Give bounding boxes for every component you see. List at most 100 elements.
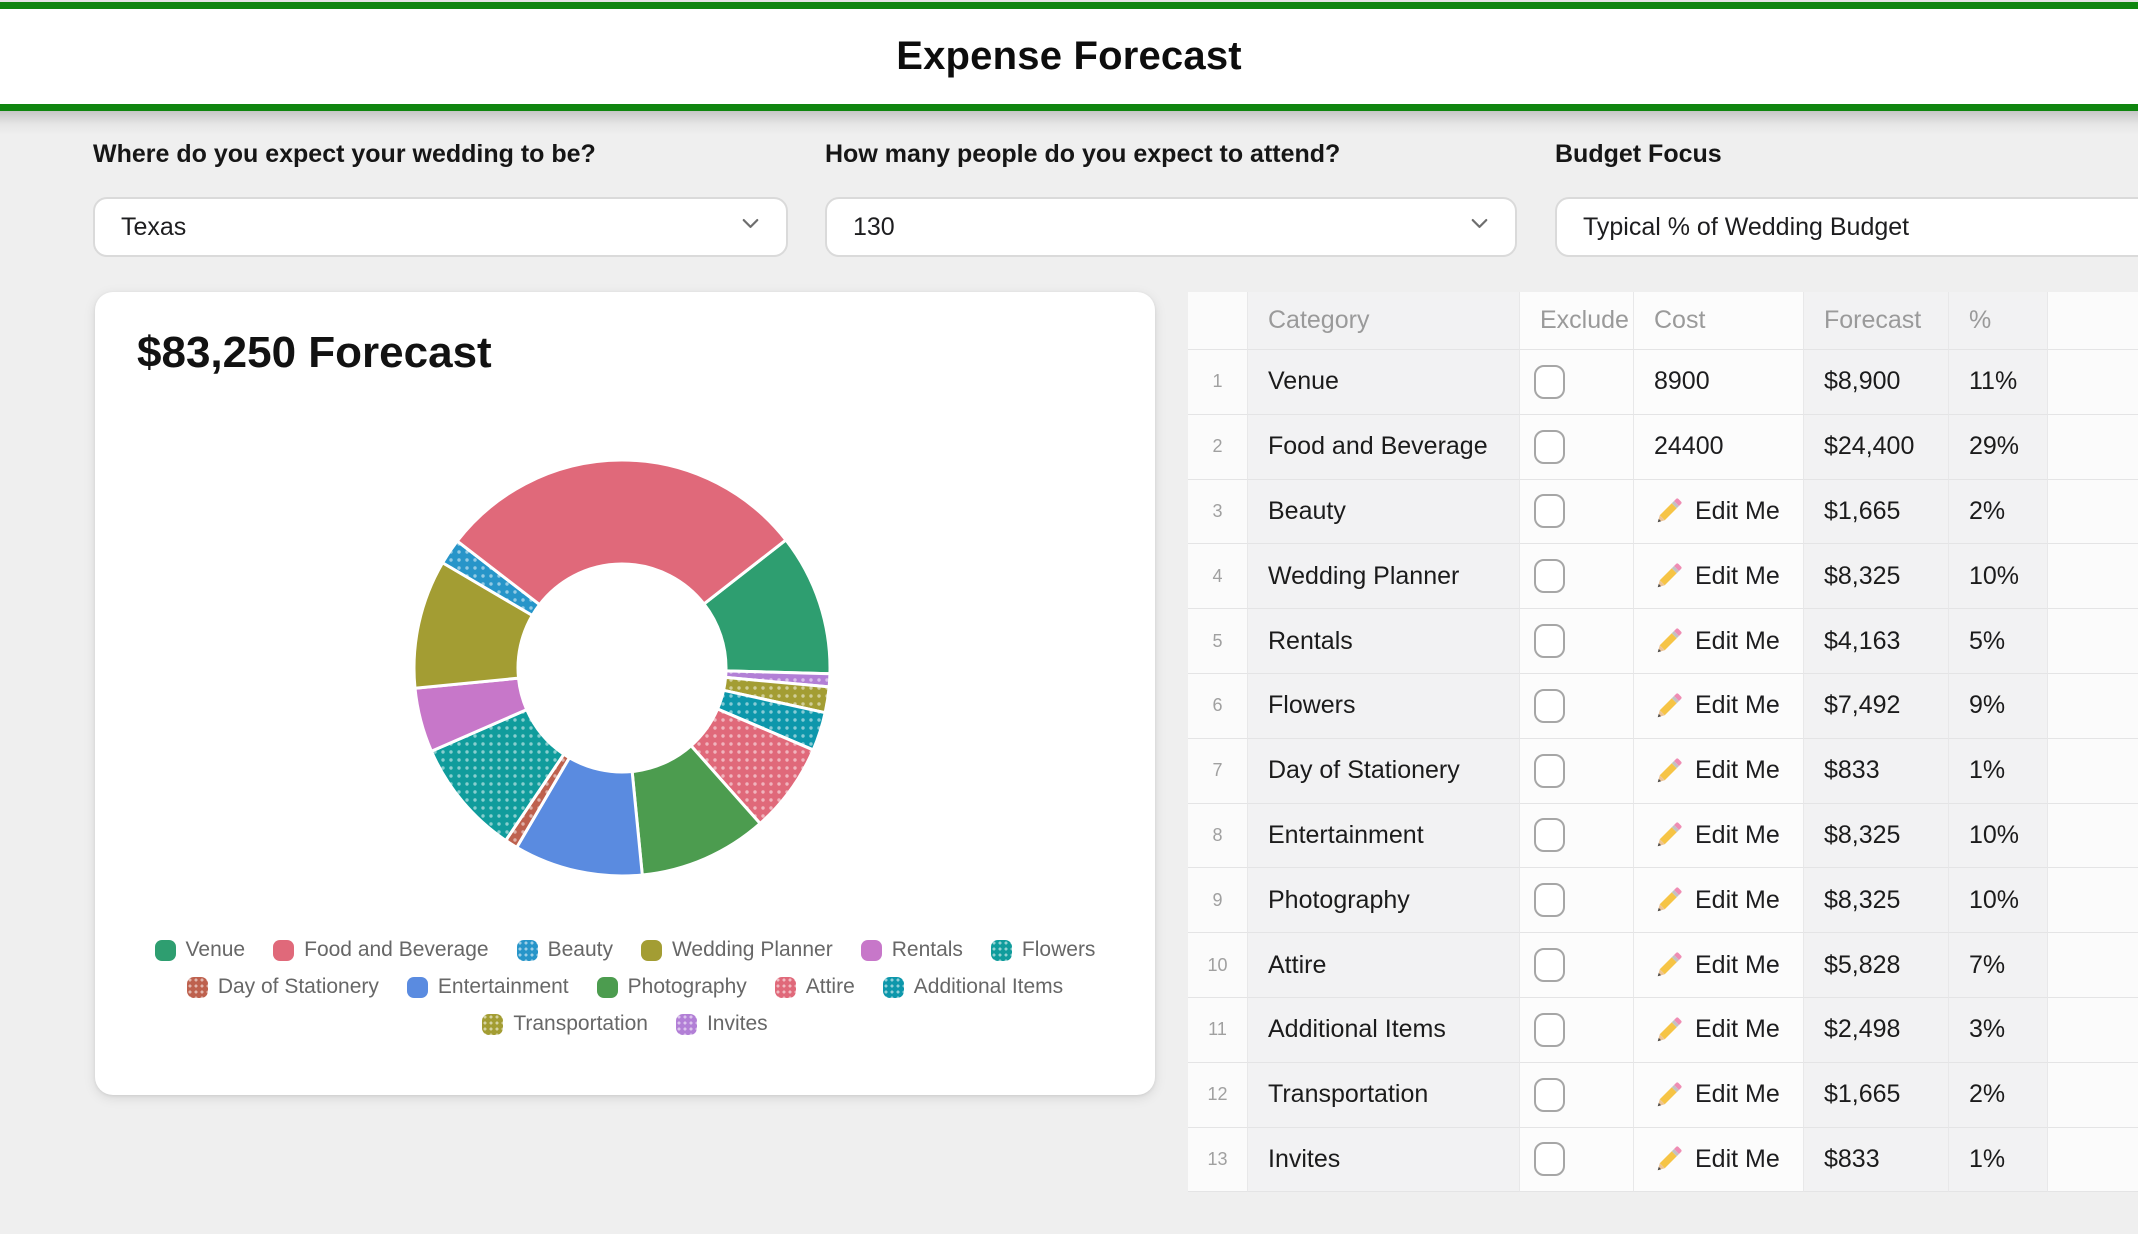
empty-cell — [2048, 609, 2138, 674]
exclude-checkbox[interactable] — [1534, 1077, 1565, 1112]
legend-item-entertainment[interactable]: Entertainment — [406, 975, 569, 999]
forecast-chart-card: $83,250 Forecast Venue Food and Beverage B… — [95, 292, 1155, 1095]
exclude-checkbox[interactable] — [1534, 624, 1565, 659]
top-hairline — [0, 0, 2138, 2]
edit-me-button[interactable]: Edit Me — [1654, 496, 1780, 526]
edit-me-button[interactable]: Edit Me — [1654, 1080, 1780, 1110]
edit-me-button[interactable]: Edit Me — [1654, 691, 1780, 721]
cost-cell[interactable]: Edit Me — [1634, 479, 1804, 545]
legend-label: Photography — [627, 975, 747, 998]
row-number: 2 — [1188, 414, 1248, 480]
donut-segment-pattern — [431, 709, 564, 841]
edit-me-button[interactable]: Edit Me — [1654, 756, 1780, 786]
legend-item-venue[interactable]: Venue — [154, 938, 246, 962]
donut-segment-pattern — [505, 754, 570, 848]
legend-label: Wedding Planner — [671, 938, 833, 961]
percent-cell: 10% — [1949, 868, 2048, 934]
pencil-icon — [1657, 693, 1682, 718]
edit-me-button[interactable]: Edit Me — [1654, 561, 1780, 591]
legend-swatch-icon — [990, 939, 1012, 961]
legend-item-attire[interactable]: Attire — [774, 975, 855, 999]
header-empty — [2048, 292, 2138, 350]
cost-cell[interactable]: Edit Me — [1634, 868, 1804, 934]
cost-cell[interactable]: Edit Me — [1634, 803, 1804, 869]
exclude-checkbox[interactable] — [1534, 818, 1565, 853]
legend-item-invites[interactable]: Invites — [675, 1012, 768, 1036]
edit-me-button[interactable]: Edit Me — [1654, 626, 1780, 656]
legend-item-food-and-beverage[interactable]: Food and Beverage — [273, 938, 489, 962]
forecast-cell: $8,325 — [1804, 868, 1949, 934]
edit-me-button[interactable]: Edit Me — [1654, 885, 1780, 915]
chevron-down-icon — [1466, 210, 1493, 244]
percent-cell: 10% — [1949, 803, 2048, 869]
exclude-cell — [1520, 479, 1634, 545]
cost-cell[interactable]: Edit Me — [1634, 673, 1804, 739]
chart-legend: Venue Food and Beverage Beauty Wedding Plan… — [95, 938, 1155, 1036]
location-value: Texas — [121, 212, 187, 241]
legend-item-additional-items[interactable]: Additional Items — [882, 975, 1064, 999]
cost-cell[interactable]: Edit Me — [1634, 609, 1804, 674]
edit-me-button[interactable]: Edit Me — [1654, 1015, 1780, 1045]
legend-item-rentals[interactable]: Rentals — [860, 938, 963, 962]
pencil-icon — [1657, 887, 1682, 912]
cost-cell[interactable]: Edit Me — [1634, 997, 1804, 1063]
location-select[interactable]: Texas — [93, 197, 788, 257]
cost-cell[interactable]: Edit Me — [1634, 1127, 1804, 1193]
exclude-cell — [1520, 803, 1634, 869]
exclude-checkbox[interactable] — [1534, 883, 1565, 918]
exclude-checkbox[interactable] — [1534, 364, 1565, 399]
cost-cell[interactable]: 8900 — [1634, 350, 1804, 415]
exclude-checkbox[interactable] — [1534, 429, 1565, 464]
legend-label: Venue — [185, 938, 246, 961]
control-location: Where do you expect your wedding to be? — [93, 140, 596, 169]
category-cell: Additional Items — [1248, 997, 1520, 1063]
forecast-cell: $5,828 — [1804, 933, 1949, 998]
legend-swatch-icon — [640, 939, 662, 961]
cost-cell[interactable]: 24400 — [1634, 414, 1804, 480]
donut-segment-pattern — [691, 708, 814, 824]
donut-segment-pattern — [725, 670, 830, 687]
pencil-icon — [1657, 1017, 1682, 1042]
exclude-checkbox[interactable] — [1534, 948, 1565, 983]
location-label: Where do you expect your wedding to be? — [93, 140, 596, 168]
exclude-checkbox[interactable] — [1534, 688, 1565, 723]
exclude-checkbox[interactable] — [1534, 494, 1565, 529]
exclude-checkbox[interactable] — [1534, 1142, 1565, 1177]
header-percent: % — [1949, 292, 2048, 350]
empty-cell — [2048, 868, 2138, 934]
legend-item-beauty[interactable]: Beauty — [516, 938, 613, 962]
category-cell: Attire — [1248, 933, 1520, 998]
legend-item-day-of-stationery[interactable]: Day of Stationery — [186, 975, 379, 999]
pencil-icon — [1657, 952, 1682, 977]
edit-me-button[interactable]: Edit Me — [1654, 820, 1780, 850]
cost-cell[interactable]: Edit Me — [1634, 544, 1804, 610]
donut-segment-food-and-beverage[interactable] — [455, 458, 788, 607]
exclude-checkbox[interactable] — [1534, 753, 1565, 788]
legend-item-flowers[interactable]: Flowers — [990, 938, 1095, 962]
cost-cell[interactable]: Edit Me — [1634, 933, 1804, 998]
percent-cell: 3% — [1949, 997, 2048, 1063]
edit-me-button[interactable]: Edit Me — [1654, 1144, 1780, 1174]
legend-item-transportation[interactable]: Transportation — [482, 1012, 648, 1036]
percent-cell: 1% — [1949, 1127, 2048, 1193]
guests-select[interactable]: 130 — [825, 197, 1517, 257]
cost-cell[interactable]: Edit Me — [1634, 738, 1804, 804]
legend-swatch-icon — [675, 1013, 697, 1035]
category-cell: Transportation — [1248, 1062, 1520, 1128]
legend-row: Venue Food and Beverage Beauty Wedding Plan… — [95, 938, 1155, 962]
exclude-checkbox[interactable] — [1534, 1012, 1565, 1047]
cost-value: 8900 — [1654, 367, 1710, 396]
row-number: 3 — [1188, 479, 1248, 545]
legend-label: Invites — [706, 1012, 768, 1035]
edit-me-label: Edit Me — [1695, 756, 1780, 785]
legend-label: Additional Items — [913, 975, 1064, 998]
row-number: 12 — [1188, 1062, 1248, 1128]
legend-item-wedding-planner[interactable]: Wedding Planner — [640, 938, 833, 962]
empty-cell — [2048, 933, 2138, 998]
legend-item-photography[interactable]: Photography — [596, 975, 747, 999]
exclude-checkbox[interactable] — [1534, 559, 1565, 594]
budget-focus-select[interactable]: Typical % of Wedding Budget — [1555, 197, 2138, 257]
pencil-icon — [1657, 628, 1682, 653]
cost-cell[interactable]: Edit Me — [1634, 1062, 1804, 1128]
edit-me-button[interactable]: Edit Me — [1654, 950, 1780, 980]
